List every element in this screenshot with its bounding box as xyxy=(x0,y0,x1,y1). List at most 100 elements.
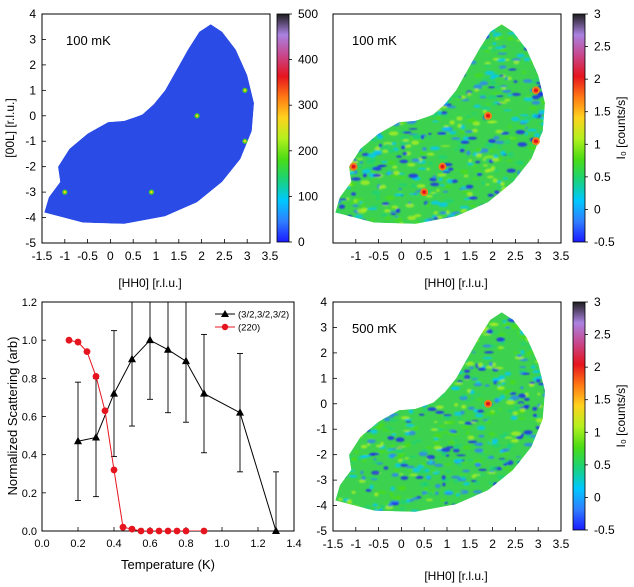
noise-speck xyxy=(475,381,481,384)
x-tick-label: 0 xyxy=(398,537,405,551)
noise-speck xyxy=(363,453,369,456)
noise-speck xyxy=(535,418,544,423)
x-tick-label: 0.5 xyxy=(416,249,433,263)
noise-speck xyxy=(480,106,489,111)
noise-speck xyxy=(503,109,512,112)
noise-speck xyxy=(463,369,471,373)
noise-speck xyxy=(439,129,445,132)
colorbar-tick-labels: 500 400 300 200 100 0 xyxy=(289,7,318,249)
data-point-triangle xyxy=(128,354,136,363)
noise-speck xyxy=(523,430,533,435)
y-tick-label: 0.6 xyxy=(22,412,37,424)
y-tick-label: 1.2 xyxy=(22,297,37,309)
noise-speck xyxy=(394,193,404,197)
noise-speck xyxy=(478,434,485,438)
noise-speck xyxy=(489,466,498,471)
y-tick-label: 1 xyxy=(29,83,36,97)
noise-speck xyxy=(467,118,477,123)
noise-speck xyxy=(407,215,417,221)
noise-speck xyxy=(394,217,403,222)
map-content xyxy=(44,24,254,224)
noise-speck xyxy=(372,503,379,507)
noise-speck xyxy=(519,366,527,369)
noise-speck xyxy=(383,466,389,470)
x-tick-labels: -1.5 -1 -0.5 0 0.5 1 1.5 2 2.5 3 3.5 xyxy=(323,527,570,551)
noise-speck xyxy=(473,169,483,172)
noise-speck xyxy=(442,190,449,193)
noise-speck xyxy=(381,202,390,206)
noise-speck xyxy=(415,475,424,479)
noise-speck xyxy=(411,441,416,445)
x-tick-label: 0 xyxy=(398,249,405,263)
noise-speck xyxy=(518,393,527,399)
data-point-circle xyxy=(65,336,73,344)
noise-speck xyxy=(421,449,428,453)
noise-speck xyxy=(501,320,505,323)
noise-speck xyxy=(391,433,397,436)
noise-speck xyxy=(472,121,481,126)
noise-speck xyxy=(515,436,523,440)
noise-speck xyxy=(506,168,516,173)
noise-speck xyxy=(351,490,356,494)
colorbar xyxy=(276,13,290,243)
noise-speck xyxy=(397,191,404,194)
noise-speck xyxy=(405,203,415,208)
noise-speck xyxy=(418,167,427,170)
noise-speck xyxy=(468,196,478,200)
noise-speck xyxy=(501,465,510,470)
noise-speck xyxy=(445,454,450,457)
noise-speck xyxy=(449,120,455,125)
noise-speck xyxy=(520,342,527,346)
noise-speck xyxy=(399,141,410,146)
noise-speck xyxy=(474,481,480,485)
noise-speck xyxy=(357,165,363,169)
noise-speck xyxy=(456,454,466,457)
noise-speck xyxy=(469,389,475,395)
noise-speck xyxy=(471,165,478,168)
x-axis-label: [HH0] [r.l.u.] xyxy=(424,569,487,583)
y-tick-label: -2 xyxy=(25,160,36,174)
x-tick-label: 3 xyxy=(244,249,251,263)
x-tick-label: -1.5 xyxy=(323,537,344,551)
noise-speck xyxy=(531,113,539,119)
colorbar-tick-label: 100 xyxy=(298,189,318,203)
y-tick-label: 4 xyxy=(29,7,36,21)
noise-speck xyxy=(522,372,530,375)
noise-speck xyxy=(399,453,406,457)
bragg-peak-core xyxy=(533,88,538,93)
y-tick-label: -3 xyxy=(25,185,36,199)
noise-speck xyxy=(420,135,424,140)
noise-speck xyxy=(364,156,371,158)
noise-speck xyxy=(367,439,376,444)
noise-speck xyxy=(422,147,427,151)
y-tick-label: 1 xyxy=(320,371,327,385)
noise-speck xyxy=(391,142,397,146)
noise-speck xyxy=(472,351,476,354)
noise-speck xyxy=(478,94,488,97)
noise-speck xyxy=(538,109,545,114)
noise-speck xyxy=(426,455,436,460)
noise-speck xyxy=(451,137,461,140)
noise-speck xyxy=(458,490,469,494)
colorbar-tick-label: 2 xyxy=(594,72,601,86)
noise-speck xyxy=(378,185,383,190)
noise-speck xyxy=(404,431,410,436)
noise-speck xyxy=(475,153,483,158)
noise-speck xyxy=(356,208,367,214)
noise-speck xyxy=(371,170,377,174)
noise-speck xyxy=(427,492,435,496)
noise-speck xyxy=(498,375,506,380)
noise-speck xyxy=(395,437,405,443)
noise-speck xyxy=(478,367,486,371)
noise-speck xyxy=(503,177,508,180)
noise-speck xyxy=(500,85,508,88)
noise-speck xyxy=(504,58,510,62)
noise-speck xyxy=(396,176,407,179)
noise-speck xyxy=(524,397,530,401)
y-tick-label: -2 xyxy=(316,448,327,462)
noise-speck xyxy=(440,145,451,147)
noise-speck xyxy=(505,400,515,405)
bragg-peak-core xyxy=(533,139,538,144)
noise-speck xyxy=(467,200,473,203)
noise-speck xyxy=(488,139,496,144)
